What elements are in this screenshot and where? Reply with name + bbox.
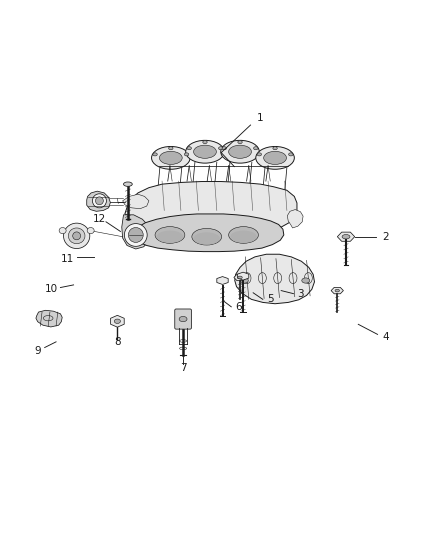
Ellipse shape <box>219 147 223 150</box>
Ellipse shape <box>114 319 120 324</box>
Ellipse shape <box>73 232 81 240</box>
Text: 3: 3 <box>297 289 304 298</box>
Ellipse shape <box>59 228 66 233</box>
Ellipse shape <box>229 227 258 243</box>
Polygon shape <box>217 277 228 285</box>
Text: 12: 12 <box>93 214 106 224</box>
Polygon shape <box>87 191 110 211</box>
Ellipse shape <box>95 197 103 205</box>
Text: 2: 2 <box>382 232 389 242</box>
Polygon shape <box>331 287 343 294</box>
Ellipse shape <box>221 140 259 163</box>
Ellipse shape <box>254 147 258 150</box>
Ellipse shape <box>92 194 106 208</box>
Polygon shape <box>36 310 62 327</box>
FancyBboxPatch shape <box>175 309 191 329</box>
Text: 5: 5 <box>267 294 274 304</box>
Ellipse shape <box>238 276 242 279</box>
Ellipse shape <box>256 147 294 169</box>
Text: 7: 7 <box>180 363 187 373</box>
Polygon shape <box>237 272 249 280</box>
Ellipse shape <box>187 147 191 150</box>
Ellipse shape <box>257 153 261 156</box>
Polygon shape <box>125 182 297 236</box>
Ellipse shape <box>184 153 189 156</box>
Polygon shape <box>123 194 149 209</box>
Text: 4: 4 <box>382 332 389 342</box>
Text: 8: 8 <box>114 337 121 347</box>
Ellipse shape <box>203 141 207 143</box>
Ellipse shape <box>186 140 224 163</box>
Text: 6: 6 <box>235 302 242 312</box>
Ellipse shape <box>124 223 147 246</box>
Ellipse shape <box>302 278 310 283</box>
Polygon shape <box>287 209 303 228</box>
Ellipse shape <box>124 182 132 187</box>
Ellipse shape <box>155 227 185 243</box>
Ellipse shape <box>240 278 248 283</box>
Ellipse shape <box>179 317 187 322</box>
Polygon shape <box>110 316 124 327</box>
Ellipse shape <box>192 229 222 245</box>
Text: 10: 10 <box>45 284 58 294</box>
Ellipse shape <box>194 145 216 158</box>
Text: 9: 9 <box>34 345 41 356</box>
Ellipse shape <box>335 289 339 292</box>
Polygon shape <box>234 274 246 281</box>
Ellipse shape <box>230 231 257 243</box>
Ellipse shape <box>264 151 286 165</box>
Ellipse shape <box>194 232 220 245</box>
Ellipse shape <box>157 231 183 243</box>
Ellipse shape <box>153 153 157 156</box>
Ellipse shape <box>273 147 277 150</box>
Ellipse shape <box>169 147 173 150</box>
Polygon shape <box>122 215 151 249</box>
Ellipse shape <box>68 228 85 244</box>
Polygon shape <box>131 214 284 252</box>
Ellipse shape <box>152 147 190 169</box>
Ellipse shape <box>289 153 293 156</box>
Ellipse shape <box>159 151 182 165</box>
Polygon shape <box>235 254 314 304</box>
Ellipse shape <box>229 145 251 158</box>
Ellipse shape <box>87 228 94 233</box>
Polygon shape <box>337 232 355 241</box>
Ellipse shape <box>128 228 143 243</box>
Text: 1: 1 <box>257 114 264 124</box>
Ellipse shape <box>342 235 350 239</box>
Ellipse shape <box>64 223 90 248</box>
Ellipse shape <box>222 147 226 150</box>
Ellipse shape <box>238 141 242 143</box>
Text: 11: 11 <box>61 254 74 264</box>
